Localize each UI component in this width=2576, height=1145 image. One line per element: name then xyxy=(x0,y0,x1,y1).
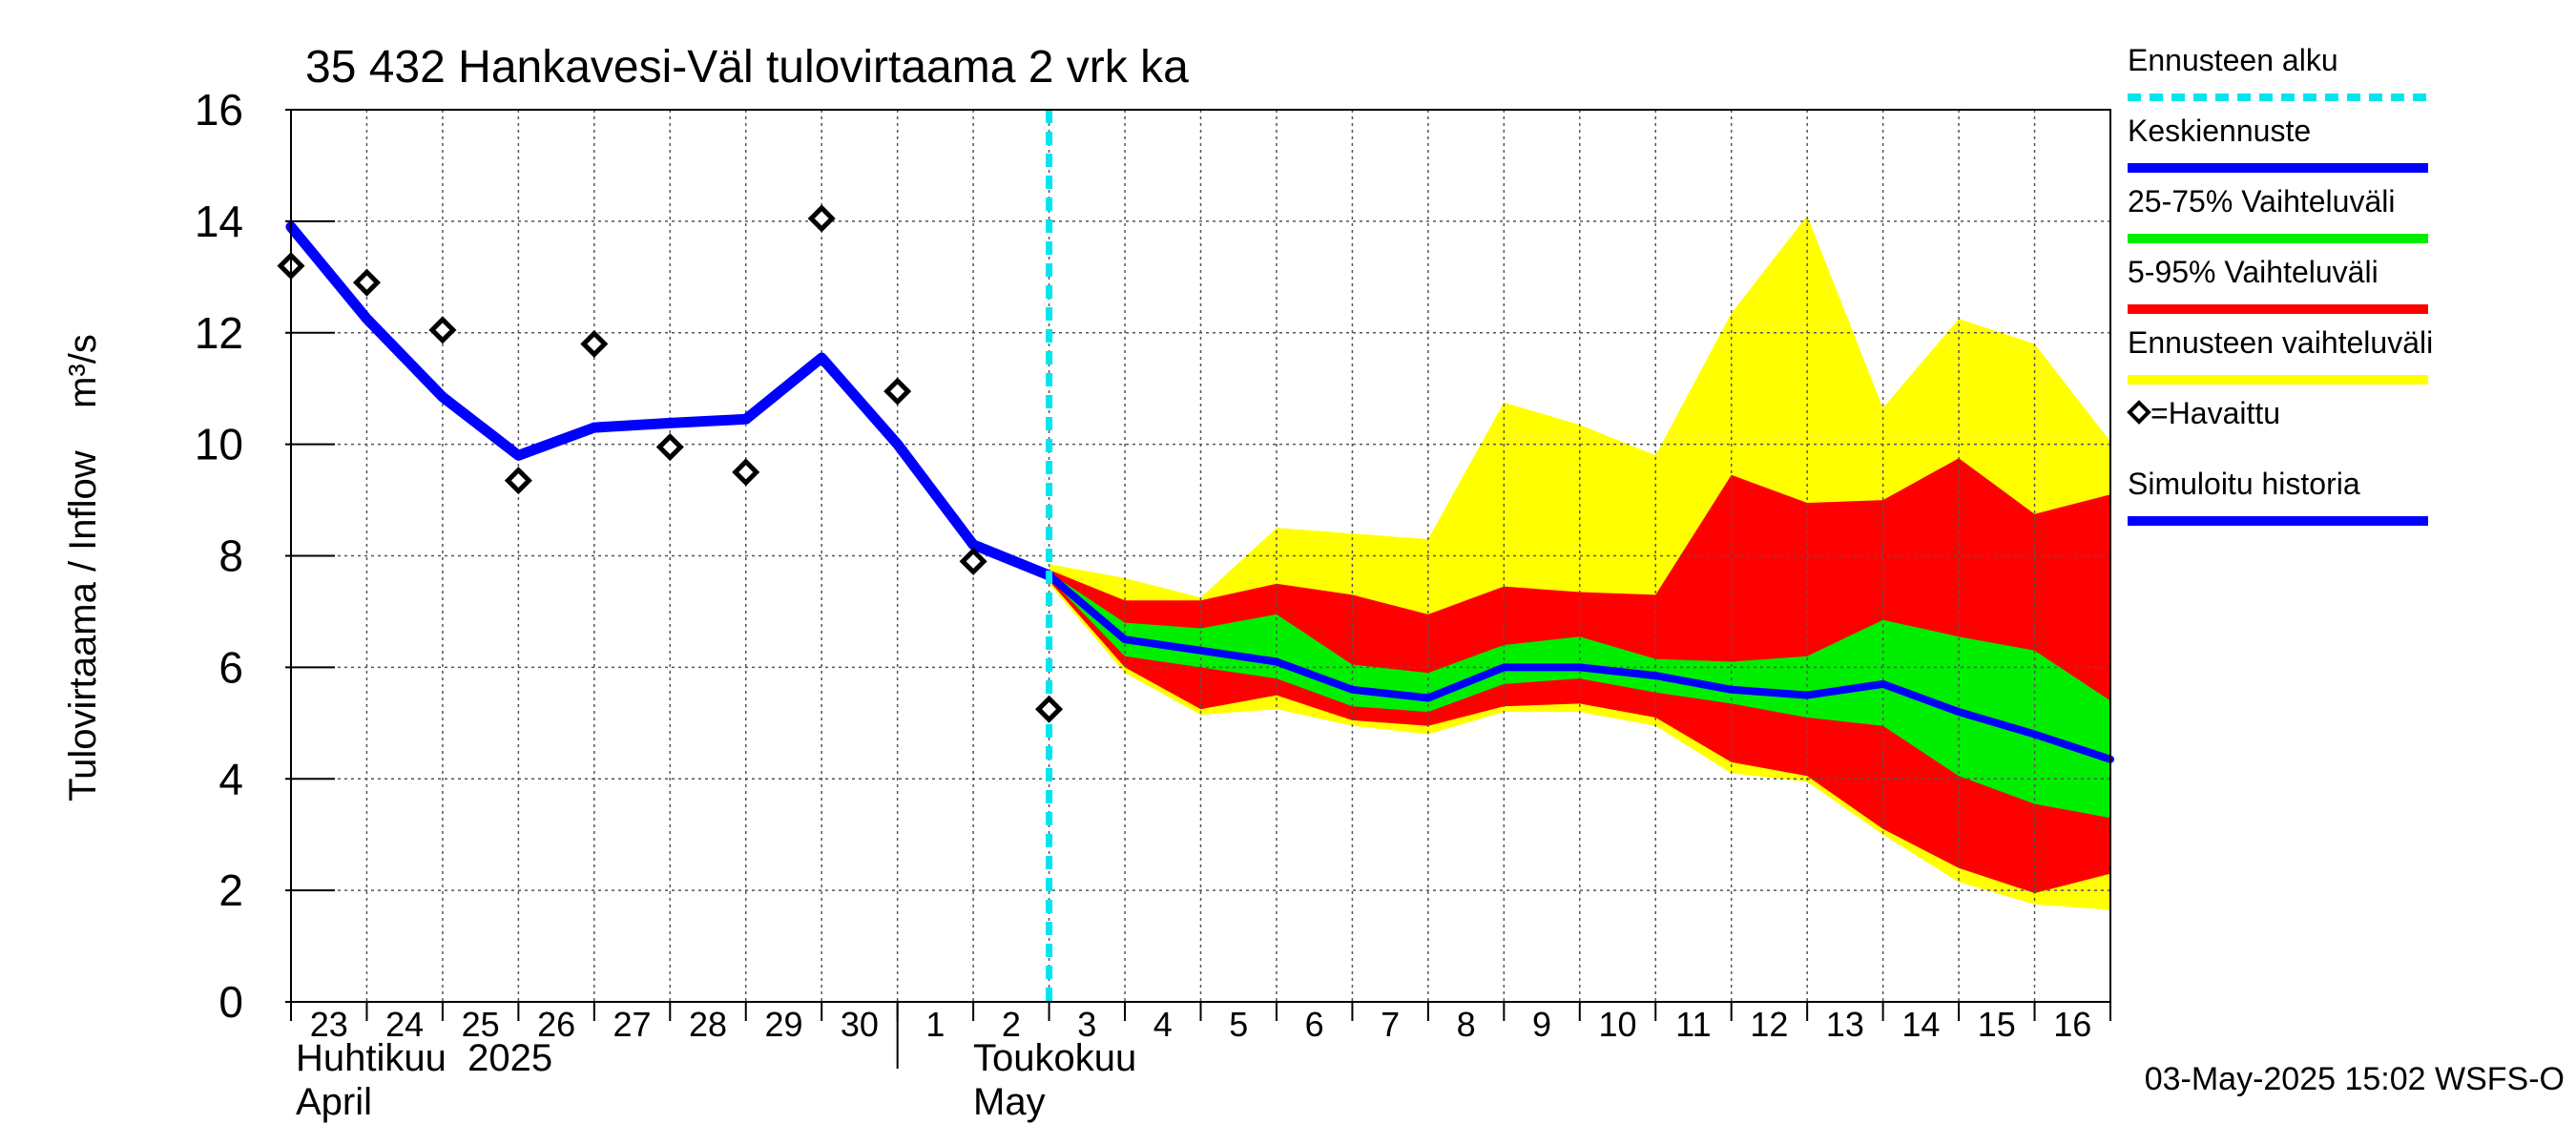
band-25-75 xyxy=(1049,572,2110,819)
x-tick-label: 13 xyxy=(1826,1005,1864,1044)
x-tick-label: 4 xyxy=(1153,1005,1173,1044)
x-tick-label: 27 xyxy=(613,1005,652,1044)
x-tick-label: 25 xyxy=(462,1005,500,1044)
month-label-may-en: May xyxy=(973,1081,1046,1123)
x-tick-label: 8 xyxy=(1457,1005,1476,1044)
y-tick-label: 8 xyxy=(218,531,243,581)
legend-label: Keskiennuste xyxy=(2128,114,2311,148)
x-tick-label: 2 xyxy=(1002,1005,1021,1044)
month-label-april-fi: Huhtikuu 2025 xyxy=(296,1037,552,1079)
legend-label: Ennusteen alku xyxy=(2128,43,2338,77)
y-tick-label: 6 xyxy=(218,642,243,692)
x-tick-label: 29 xyxy=(764,1005,802,1044)
legend-marker-observed xyxy=(2127,400,2151,425)
forecast-bands xyxy=(1049,216,2110,910)
legend-label: Simuloitu historia xyxy=(2128,467,2360,501)
x-tick-label: 9 xyxy=(1532,1005,1551,1044)
x-tick-label: 12 xyxy=(1750,1005,1788,1044)
y-axis-label: Tulovirtaama / Inflow m³/s xyxy=(62,334,104,802)
x-tick-label: 1 xyxy=(925,1005,945,1044)
observed-point xyxy=(732,458,760,487)
y-tick-label: 16 xyxy=(195,85,243,135)
y-tick-label: 2 xyxy=(218,865,243,915)
median-forecast-line xyxy=(1045,572,2114,763)
legend-label: Ennusteen vaihteluväli xyxy=(2128,325,2433,360)
grid xyxy=(291,110,2110,1002)
observed-point xyxy=(807,204,836,233)
legend-label: =Havaittu xyxy=(2150,396,2280,430)
x-tick-label: 10 xyxy=(1598,1005,1636,1044)
y-tick-labels: 0 2 4 6 8 10 12 14 16 xyxy=(195,85,243,1027)
observed-point xyxy=(504,467,532,495)
legend-label: 5-95% Vaihteluväli xyxy=(2128,255,2379,289)
y-tick-label: 14 xyxy=(195,197,243,246)
legend-label: 25-75% Vaihteluväli xyxy=(2128,184,2395,219)
footer-timestamp: 03-May-2025 15:02 WSFS-O xyxy=(2145,1061,2565,1097)
x-tick-label: 3 xyxy=(1077,1005,1096,1044)
observed-point xyxy=(655,433,684,462)
observed-point xyxy=(959,547,987,575)
simulated-history-line xyxy=(285,221,1055,581)
x-tick-label: 6 xyxy=(1305,1005,1324,1044)
x-tick-label: 30 xyxy=(841,1005,879,1044)
x-tick-label: 28 xyxy=(689,1005,727,1044)
y-tick-label: 10 xyxy=(195,420,243,469)
x-tick-label: 7 xyxy=(1381,1005,1400,1044)
x-tick-label: 15 xyxy=(1978,1005,2016,1044)
x-tick-label: 24 xyxy=(385,1005,424,1044)
y-tick-label: 12 xyxy=(195,308,243,358)
observed-point xyxy=(1035,695,1064,723)
observed-point xyxy=(883,377,912,406)
y-tick-label: 4 xyxy=(218,754,243,803)
series-lines xyxy=(285,110,2114,1002)
x-tick-label: 11 xyxy=(1675,1005,1711,1044)
axes xyxy=(285,109,2111,1069)
month-label-april-en: April xyxy=(296,1081,372,1123)
x-tick-labels: 23 24 25 26 27 28 29 30 1 2 3 4 5 6 7 8 9 10 11 12 13 14 15 16 xyxy=(310,1005,2092,1044)
observed-point xyxy=(580,329,609,358)
month-label-may-fi: Toukokuu xyxy=(973,1037,1136,1079)
x-tick-label: 14 xyxy=(1901,1005,1940,1044)
chart-title: 35 432 Hankavesi-Väl tulovirtaama 2 vrk … xyxy=(305,42,1189,93)
observed-point xyxy=(428,316,457,344)
x-tick-label: 23 xyxy=(310,1005,348,1044)
y-tick-label: 0 xyxy=(218,977,243,1027)
x-tick-label: 5 xyxy=(1229,1005,1248,1044)
x-tick-label: 26 xyxy=(537,1005,575,1044)
observed-point xyxy=(352,268,381,297)
x-tick-label: 16 xyxy=(2053,1005,2091,1044)
legend: Ennusteen alku Keskiennuste 25-75% Vaihtel… xyxy=(2127,43,2433,526)
